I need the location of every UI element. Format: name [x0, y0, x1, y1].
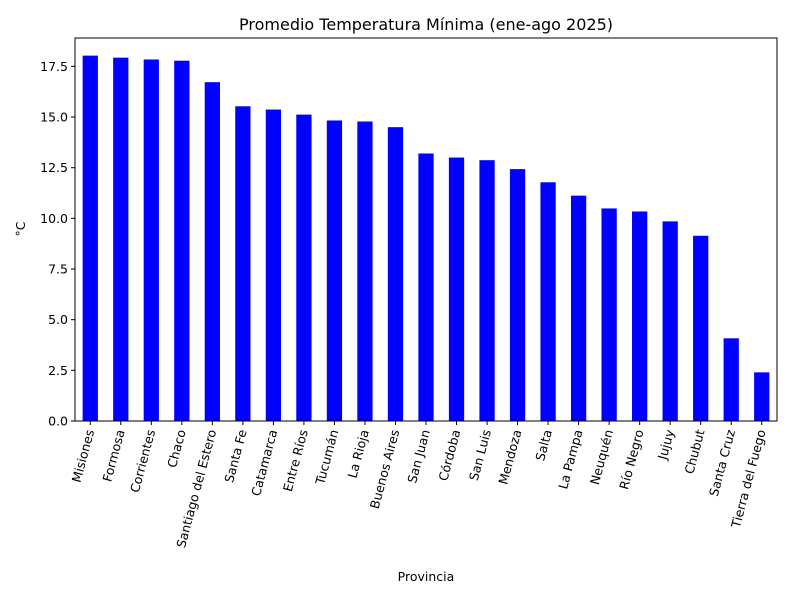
bar-río-negro [632, 211, 648, 421]
bar-chaco [174, 60, 190, 422]
y-axis: 0.0 2.5 5.0 7.5 10.0 12.5 15.0 17.5 [40, 59, 75, 429]
y-axis-label: °C [13, 221, 28, 236]
chart-title: Promedio Temperatura Mínima (ene-ago 202… [239, 15, 613, 34]
bar-la-pampa [570, 195, 587, 421]
bar-tucumán [326, 120, 343, 422]
x-tick-label: La Pampa [555, 428, 585, 491]
y-tick-label: 17.5 [40, 59, 68, 74]
bar-buenos-aires [387, 127, 404, 421]
bar-santa-cruz [723, 338, 739, 421]
bar-corrientes [143, 59, 159, 422]
x-tick-label: Tucumán [312, 428, 341, 487]
y-tick-label: 0.0 [48, 414, 68, 429]
y-tick-label: 5.0 [48, 312, 68, 327]
x-tick-label: Catamarca [248, 428, 280, 498]
bar-formosa [113, 57, 129, 421]
x-tick-label: Santa Fe [221, 428, 250, 485]
bar-santiago-del-estero [204, 82, 220, 421]
y-tick-label: 7.5 [48, 262, 68, 277]
x-tick-label: Formosa [99, 428, 127, 483]
bar-santa-fe [235, 106, 251, 421]
bar-mendoza [509, 169, 526, 421]
x-tick-label: Jujuy [654, 427, 677, 462]
bars-group [82, 55, 770, 422]
bar-tierra-del-fuego [754, 372, 770, 421]
bar-salta [540, 182, 556, 421]
x-tick-label: Córdoba [435, 428, 463, 483]
x-tick-label: Misiones [69, 428, 97, 484]
x-tick-label: San Luis [466, 428, 494, 482]
bar-entre-ríos [296, 114, 312, 421]
y-tick-label: 15.0 [40, 110, 68, 125]
x-tick-label: Río Negro [616, 428, 646, 491]
x-tick-label: San Juan [404, 428, 433, 485]
x-tick-label: La Rioja [345, 428, 372, 480]
bar-córdoba [448, 157, 465, 421]
x-tick-label: Santa Cruz [706, 427, 738, 497]
plot-frame [74, 37, 778, 422]
bar-chubut [693, 235, 709, 421]
x-tick-label: Neuquén [587, 428, 616, 486]
bar-neuquén [601, 208, 617, 421]
bar-san-juan [418, 153, 434, 421]
y-tick-label: 12.5 [40, 160, 68, 175]
bar-jujuy [662, 221, 678, 421]
x-tick-label: Chaco [164, 428, 189, 469]
x-tick-label: Entre Ríos [280, 428, 311, 493]
x-tick-label: Salta [532, 428, 555, 462]
bar-la-rioja [357, 121, 373, 422]
x-tick-label: Mendoza [495, 428, 524, 486]
x-axis-label: Provincia [398, 569, 455, 584]
bar-catamarca [265, 109, 282, 421]
x-tick-label: Corrientes [127, 428, 158, 494]
bar-san-luis [479, 160, 495, 421]
y-tick-label: 2.5 [48, 363, 68, 378]
x-tick-label: Buenos Aires [367, 428, 403, 510]
x-tick-label: Chubut [681, 428, 707, 476]
y-tick-label: 10.0 [40, 211, 68, 226]
bar-misiones [82, 55, 98, 421]
